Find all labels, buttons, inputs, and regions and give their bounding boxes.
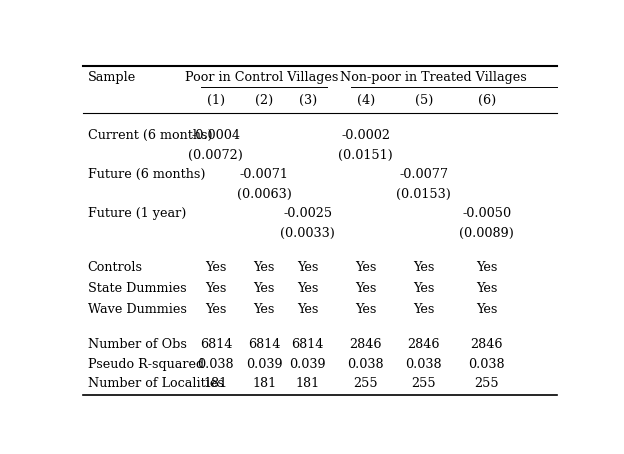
Text: Yes: Yes	[476, 282, 497, 295]
Text: 0.039: 0.039	[246, 358, 283, 371]
Text: 255: 255	[353, 377, 378, 390]
Text: (5): (5)	[414, 94, 433, 107]
Text: 2846: 2846	[349, 338, 382, 351]
Text: Yes: Yes	[297, 261, 318, 274]
Text: (0.0072): (0.0072)	[188, 148, 243, 162]
Text: (0.0089): (0.0089)	[459, 227, 514, 240]
Text: Yes: Yes	[253, 261, 275, 274]
Text: 0.038: 0.038	[469, 358, 505, 371]
Text: (0.0063): (0.0063)	[236, 188, 291, 201]
Text: -0.0050: -0.0050	[462, 207, 511, 220]
Text: Yes: Yes	[297, 282, 318, 295]
Text: -0.0002: -0.0002	[341, 129, 390, 142]
Text: Yes: Yes	[205, 303, 227, 316]
Text: 255: 255	[411, 377, 436, 390]
Text: Yes: Yes	[355, 282, 376, 295]
Text: Yes: Yes	[413, 303, 434, 316]
Text: 255: 255	[474, 377, 499, 390]
Text: (0.0153): (0.0153)	[396, 188, 451, 201]
Text: Non-poor in Treated Villages: Non-poor in Treated Villages	[340, 71, 527, 84]
Text: Number of Localities: Number of Localities	[87, 377, 223, 390]
Text: Future (6 months): Future (6 months)	[87, 168, 205, 181]
Text: 2846: 2846	[470, 338, 503, 351]
Text: Sample: Sample	[87, 71, 136, 84]
Text: -0.0004: -0.0004	[192, 129, 240, 142]
Text: Yes: Yes	[297, 303, 318, 316]
Text: 181: 181	[296, 377, 319, 390]
Text: Yes: Yes	[476, 303, 497, 316]
Text: 181: 181	[204, 377, 228, 390]
Text: 0.038: 0.038	[348, 358, 384, 371]
Text: 6814: 6814	[248, 338, 280, 351]
Text: Yes: Yes	[253, 282, 275, 295]
Text: 6814: 6814	[291, 338, 324, 351]
Text: Yes: Yes	[205, 282, 227, 295]
Text: (0.0033): (0.0033)	[280, 227, 335, 240]
Text: -0.0071: -0.0071	[240, 168, 289, 181]
Text: Yes: Yes	[205, 261, 227, 274]
Text: Current (6 months): Current (6 months)	[87, 129, 212, 142]
Text: Yes: Yes	[355, 261, 376, 274]
Text: (1): (1)	[207, 94, 225, 107]
Text: 0.038: 0.038	[198, 358, 234, 371]
Text: Wave Dummies: Wave Dummies	[87, 303, 187, 316]
Text: 0.038: 0.038	[406, 358, 442, 371]
Text: 181: 181	[252, 377, 276, 390]
Text: Yes: Yes	[253, 303, 275, 316]
Text: Yes: Yes	[355, 303, 376, 316]
Text: (4): (4)	[357, 94, 375, 107]
Text: (0.0151): (0.0151)	[338, 148, 393, 162]
Text: Controls: Controls	[87, 261, 143, 274]
Text: Number of Obs: Number of Obs	[87, 338, 187, 351]
Text: -0.0025: -0.0025	[283, 207, 332, 220]
Text: (2): (2)	[255, 94, 273, 107]
Text: 2846: 2846	[407, 338, 440, 351]
Text: (3): (3)	[299, 94, 317, 107]
Text: 0.039: 0.039	[290, 358, 326, 371]
Text: Poor in Control Villages: Poor in Control Villages	[185, 71, 338, 84]
Text: 6814: 6814	[200, 338, 232, 351]
Text: State Dummies: State Dummies	[87, 282, 187, 295]
Text: (6): (6)	[477, 94, 495, 107]
Text: Yes: Yes	[476, 261, 497, 274]
Text: -0.0077: -0.0077	[399, 168, 448, 181]
Text: Pseudo R-squared: Pseudo R-squared	[87, 358, 204, 371]
Text: Yes: Yes	[413, 261, 434, 274]
Text: Future (1 year): Future (1 year)	[87, 207, 186, 220]
Text: Yes: Yes	[413, 282, 434, 295]
